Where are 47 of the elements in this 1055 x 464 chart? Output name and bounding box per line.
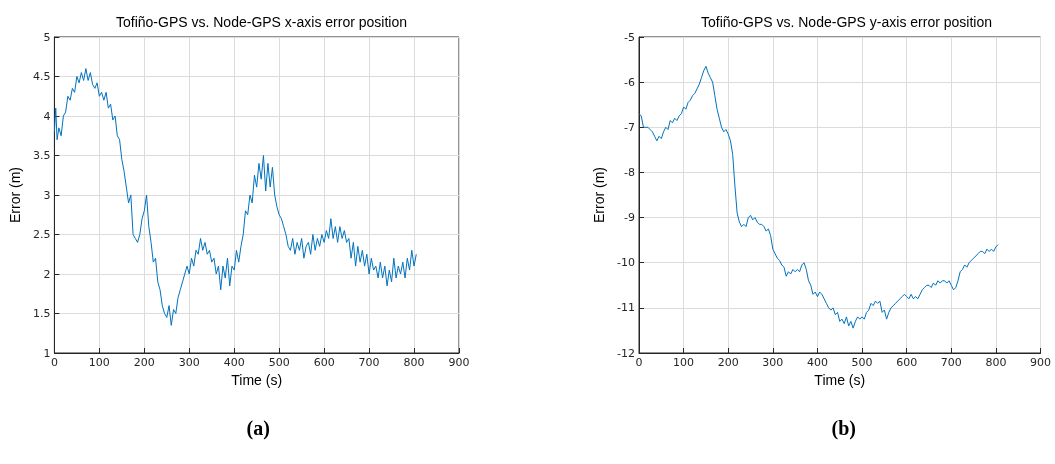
y-tick-label: -8 [624,165,635,179]
y-tick-label: 2 [43,267,51,281]
x-tick-label: 800 [403,356,425,369]
y-tick-label: 3.5 [32,149,51,162]
line-series [638,65,999,329]
x-tick-label: 800 [985,356,1007,369]
y-tick-label: 3 [43,188,51,202]
x-tick-label: 600 [896,356,918,369]
line-series [53,68,417,326]
x-tick-label: 0 [635,356,643,369]
x-tick-label: 200 [133,356,155,369]
text: (a) [246,417,270,440]
x-tick-label: 700 [940,356,962,369]
x-tick-label: 0 [50,356,58,369]
y-tick-label: -7 [624,120,635,134]
x-tick-label: 500 [851,356,873,369]
y-tick-label: -11 [617,301,635,315]
x-tick-label: 100 [88,356,110,369]
x-tick-label: 700 [358,356,380,369]
text: (b) [831,417,856,440]
x-axis-title: Time (s) [814,371,866,388]
y-tick-label: 2.5 [32,228,51,241]
chart-title: Tofiño-GPS vs. Node-GPS y-axis error position [701,14,992,30]
x-tick-label: 500 [268,356,290,369]
x-tick-label: 100 [673,356,695,369]
y-tick-label: 4.5 [32,70,51,83]
y-tick-label: -5 [624,30,635,44]
x-tick-label: 400 [806,356,828,369]
y-tick-label: -10 [617,256,635,270]
x-axis-title: Time (s) [231,371,283,388]
y-tick-label: 4 [43,109,51,123]
x-tick-label: 600 [313,356,335,369]
x-tick-label: 300 [762,356,784,369]
x-tick-label: 200 [717,356,739,369]
x-tick-label: 400 [223,356,245,369]
y-tick-label: 1.5 [32,307,51,320]
y-tick-label: 1 [43,346,51,360]
x-tick-label: 300 [178,356,200,369]
y-tick-label: -12 [617,346,635,360]
x-tick-label: 900 [1030,356,1051,369]
chart-title: Tofiño-GPS vs. Node-GPS x-axis error position [116,14,407,30]
y-axis-title: Error (m) [591,167,608,223]
y-tick-label: -9 [624,211,635,225]
x-tick-label: 900 [448,356,470,369]
y-axis-title: Error (m) [7,167,23,223]
y-tick-label: 5 [43,30,51,44]
y-tick-label: -6 [624,75,635,89]
